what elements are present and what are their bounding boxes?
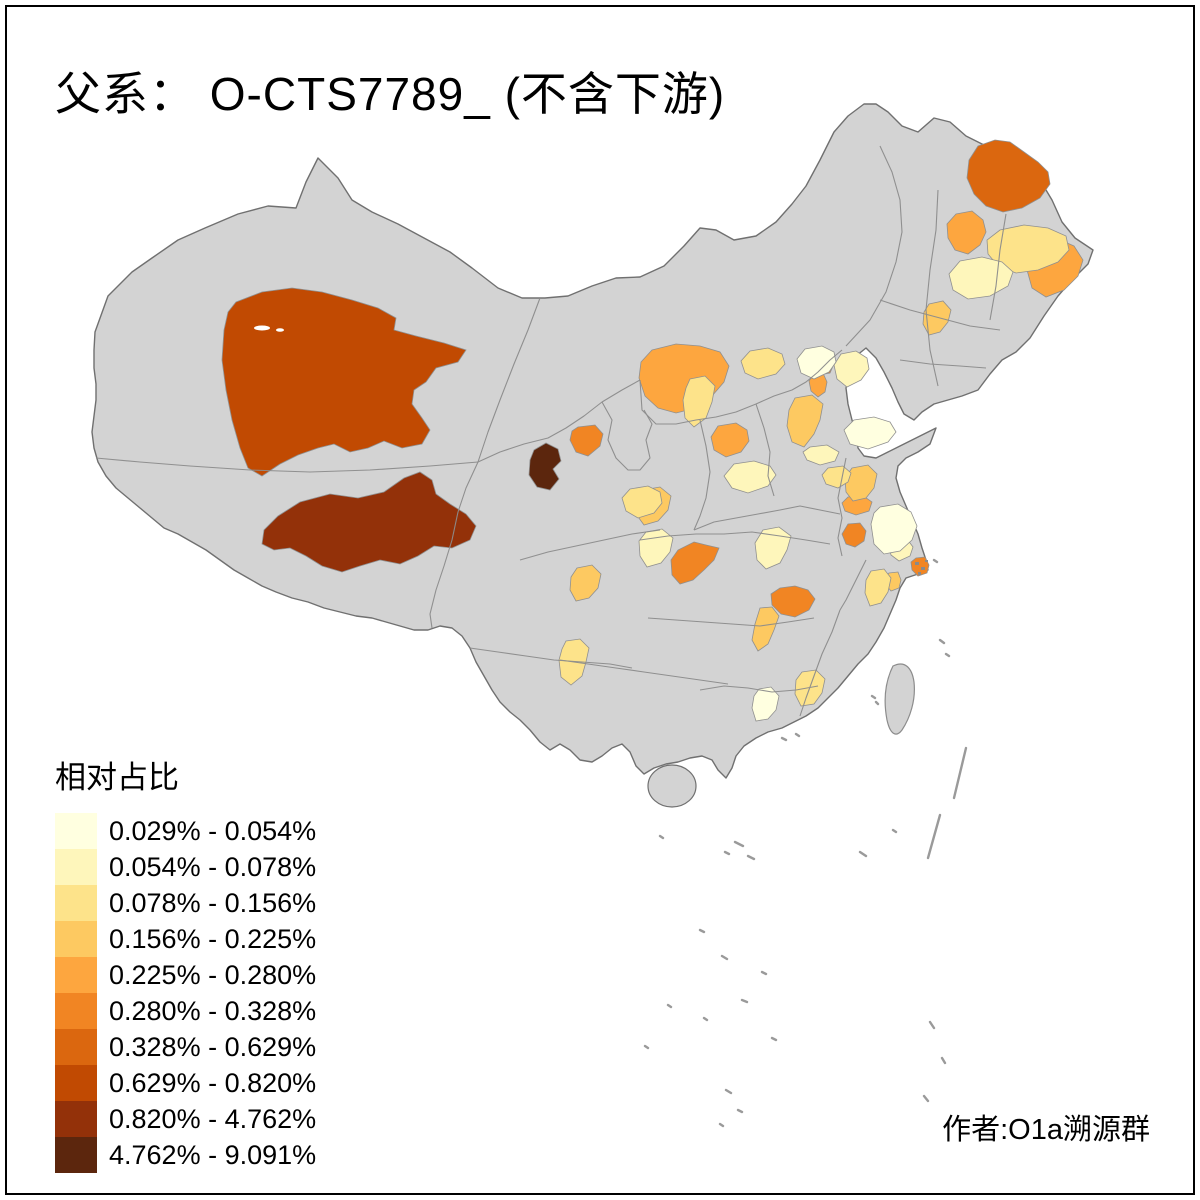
map-region bbox=[843, 416, 897, 450]
map-region bbox=[569, 424, 604, 457]
legend-row: 0.820% - 4.762% bbox=[55, 1101, 316, 1137]
map-region bbox=[710, 422, 750, 458]
hainan-island bbox=[647, 764, 697, 808]
legend-row: 0.054% - 0.078% bbox=[55, 849, 316, 885]
legend-label: 0.629% - 0.820% bbox=[109, 1067, 317, 1098]
page-title: 父系： O-CTS7789_ (不含下游) bbox=[55, 68, 726, 120]
legend-swatch bbox=[55, 1029, 97, 1065]
legend-swatch bbox=[55, 1065, 97, 1101]
legend-swatch bbox=[55, 1101, 97, 1137]
legend-rows: 0.029% - 0.054% 0.054% - 0.078% 0.078% - 0… bbox=[55, 813, 316, 1173]
legend-title: 相对占比 bbox=[55, 760, 179, 795]
legend-row: 0.328% - 0.629% bbox=[55, 1029, 316, 1065]
province-borders bbox=[95, 145, 1007, 717]
legend-swatch bbox=[55, 1137, 97, 1173]
legend-label: 0.156% - 0.225% bbox=[109, 923, 317, 954]
legend-label: 0.054% - 0.078% bbox=[109, 851, 317, 882]
legend-label: 0.328% - 0.629% bbox=[109, 1031, 317, 1062]
legend-swatch bbox=[55, 957, 97, 993]
island-marks bbox=[643, 558, 968, 1128]
map-region bbox=[802, 444, 840, 466]
legend-swatch bbox=[55, 849, 97, 885]
map-region bbox=[670, 541, 720, 585]
legend-row: 0.078% - 0.156% bbox=[55, 885, 316, 921]
map-region bbox=[221, 287, 467, 477]
legend-label: 0.078% - 0.156% bbox=[109, 887, 317, 918]
map-region bbox=[786, 394, 824, 448]
map-region bbox=[261, 471, 477, 573]
shanghai-urban-speckle bbox=[915, 560, 928, 575]
legend-row: 0.156% - 0.225% bbox=[55, 921, 316, 957]
legend-swatch bbox=[55, 885, 97, 921]
map-region bbox=[754, 526, 792, 570]
map-region bbox=[528, 442, 562, 491]
map-region bbox=[751, 606, 780, 652]
map-region bbox=[910, 556, 930, 577]
map-region bbox=[682, 375, 716, 428]
mainland bbox=[91, 103, 1094, 808]
legend-label: 0.280% - 0.328% bbox=[109, 995, 317, 1026]
legend-row: 0.629% - 0.820% bbox=[55, 1065, 316, 1101]
legend-row: 4.762% - 9.091% bbox=[55, 1137, 316, 1173]
legend-label: 0.225% - 0.280% bbox=[109, 959, 317, 990]
map-region bbox=[740, 347, 786, 380]
taiwan-island bbox=[884, 663, 915, 735]
map-region bbox=[833, 350, 870, 388]
map-region bbox=[751, 686, 780, 722]
map-region bbox=[621, 485, 663, 519]
attribution-text: 作者:O1a溯源群 bbox=[942, 1114, 1150, 1146]
legend-row: 0.029% - 0.054% bbox=[55, 813, 316, 849]
map-region bbox=[864, 568, 892, 607]
map-region bbox=[569, 564, 602, 602]
map-region bbox=[946, 210, 987, 255]
map-region bbox=[948, 256, 1014, 300]
legend: 相对占比 0.029% - 0.054% 0.054% - 0.078% 0.078… bbox=[55, 752, 316, 1173]
map-region bbox=[986, 224, 1070, 274]
legend-swatch bbox=[55, 993, 97, 1029]
legend-swatch bbox=[55, 921, 97, 957]
map-region bbox=[723, 460, 777, 494]
map-region bbox=[841, 522, 867, 548]
legend-label: 0.029% - 0.054% bbox=[109, 815, 317, 846]
legend-row: 0.280% - 0.328% bbox=[55, 993, 316, 1029]
map-region bbox=[922, 300, 952, 336]
legend-swatch bbox=[55, 813, 97, 849]
legend-label: 0.820% - 4.762% bbox=[109, 1103, 317, 1134]
choropleth-regions bbox=[221, 139, 1084, 722]
legend-row: 0.225% - 0.280% bbox=[55, 957, 316, 993]
map-region bbox=[870, 503, 918, 555]
map-region bbox=[796, 345, 837, 380]
lake-marks bbox=[254, 325, 284, 332]
legend-label: 4.762% - 9.091% bbox=[109, 1139, 317, 1170]
map-region bbox=[770, 585, 816, 618]
map-region bbox=[966, 139, 1051, 213]
